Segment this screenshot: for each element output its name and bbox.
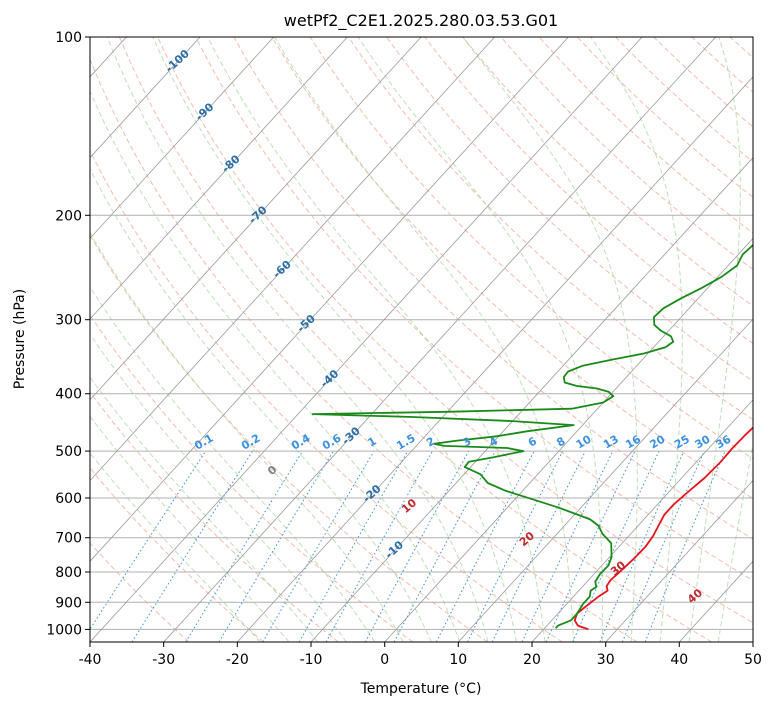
x-tick-label: -30 xyxy=(152,652,175,668)
moist-adiabat xyxy=(90,90,461,642)
moist-adiabat xyxy=(357,37,603,642)
dry-adiabat xyxy=(157,37,753,624)
dry-adiabat xyxy=(90,58,638,642)
mixing-ratio-line xyxy=(599,450,685,642)
isotherm-line xyxy=(384,237,753,642)
x-tick-label: 20 xyxy=(523,652,541,668)
dry-adiabat xyxy=(424,37,753,344)
chart-title: wetPf2_C2E1.2025.280.03.53.G01 xyxy=(284,11,558,31)
moist-adiabat xyxy=(207,37,546,642)
x-axis: -40 -30 -20 -10 0 10 20 30 40 50 xyxy=(79,642,762,668)
isotherm-line xyxy=(310,157,753,642)
moist-adiabat xyxy=(90,285,376,642)
moist-adiabat xyxy=(90,415,290,642)
mixing-ratio-line xyxy=(185,450,304,642)
x-tick-label: -40 xyxy=(79,652,102,668)
x-tick-label: 0 xyxy=(380,652,389,668)
isotherm-line xyxy=(90,37,643,642)
mixing-ratio-line xyxy=(325,450,433,642)
dry-adiabat xyxy=(195,37,753,582)
y-tick-label: 700 xyxy=(55,531,82,547)
temperature-trace xyxy=(573,426,753,631)
isotherm-line xyxy=(90,37,495,482)
mixing-ratio-line xyxy=(131,450,254,642)
x-tick-label: 30 xyxy=(597,652,615,668)
dry-adiabat xyxy=(90,313,414,642)
x-tick-label: 50 xyxy=(744,652,762,668)
isotherms xyxy=(90,37,753,642)
y-tick-label: 400 xyxy=(55,387,82,403)
mixing-ratio-line xyxy=(364,450,470,642)
moist-adiabat xyxy=(90,231,404,642)
y-tick-label: 200 xyxy=(55,208,82,224)
isotherm-line xyxy=(237,76,753,642)
y-tick-label: 100 xyxy=(55,30,82,46)
moist-adiabat xyxy=(90,333,347,642)
y-tick-label: 600 xyxy=(55,491,82,507)
isotherm-line xyxy=(531,399,753,642)
x-tick-label: -10 xyxy=(300,652,323,668)
moist-adiabat xyxy=(274,37,575,642)
moist-adiabat xyxy=(90,168,432,642)
dry-adiabat xyxy=(271,37,753,500)
dry-adiabat xyxy=(386,37,753,382)
plot-frame xyxy=(89,36,754,643)
moist-adiabat xyxy=(462,37,638,642)
moist-adiabat xyxy=(106,37,489,642)
sounding-traces xyxy=(311,243,753,631)
x-tick-label: -20 xyxy=(226,652,249,668)
dewpoint-trace xyxy=(311,243,753,629)
dry-adiabat xyxy=(309,37,753,460)
moist-adiabat xyxy=(152,37,517,642)
plot-area xyxy=(90,37,753,642)
isotherm-line xyxy=(90,37,422,401)
x-tick-label: 40 xyxy=(670,652,688,668)
moist-adiabat xyxy=(90,452,261,642)
moist-adiabats xyxy=(90,37,753,642)
y-tick-label: 800 xyxy=(55,565,82,581)
isotherm-line xyxy=(90,37,274,239)
moist-adiabat xyxy=(688,37,741,642)
y-tick-label: 500 xyxy=(55,444,82,460)
moist-adiabat xyxy=(717,442,753,642)
isotherm-line xyxy=(90,37,348,320)
y-tick-label: 300 xyxy=(55,313,82,329)
mixing-ratio-line xyxy=(90,450,207,631)
isotherm-line xyxy=(458,318,753,642)
x-axis-label: Temperature (°C) xyxy=(360,681,482,697)
y-tick-label: 1000 xyxy=(46,622,82,638)
mixing-ratio-line xyxy=(393,450,496,642)
y-tick-label: 900 xyxy=(55,595,82,611)
dry-adiabat xyxy=(118,37,712,642)
mixing-ratio-line xyxy=(467,450,564,642)
mixing-ratio-line xyxy=(572,450,660,642)
y-axis-label: Pressure (hPa) xyxy=(12,289,28,389)
pressure-gridlines xyxy=(90,37,753,630)
isotherm-line xyxy=(605,479,753,642)
x-tick-label: 10 xyxy=(449,652,467,668)
isotherm-line xyxy=(90,37,201,159)
isotherm-line xyxy=(90,37,569,562)
moist-adiabat xyxy=(590,37,683,642)
dry-adiabat xyxy=(90,149,563,642)
isotherm-line xyxy=(163,37,716,642)
y-axis: 1000 900 800 700 600 500 400 300 200 100 xyxy=(46,30,90,638)
